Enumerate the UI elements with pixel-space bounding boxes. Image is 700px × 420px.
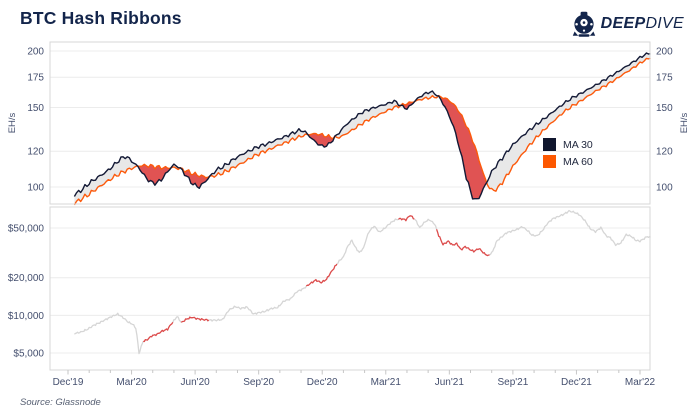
- ma30-line: [73, 52, 651, 200]
- price-line: [413, 218, 438, 230]
- x-axis: Dec'19 Mar'20 Jun'20 Sep'20 Dec'20 Mar'21 Jun'…: [53, 370, 656, 388]
- price-line-signal: [435, 229, 490, 257]
- price-tick-label: $50,000: [8, 223, 45, 234]
- ma30-swatch: [543, 138, 556, 151]
- price-line: [336, 218, 399, 265]
- ma60-line: [73, 57, 651, 206]
- x-tick-label: Sep'20: [243, 377, 274, 388]
- x-tick-label: Mar'20: [116, 377, 147, 388]
- x-tick-label: Dec'19: [53, 377, 84, 388]
- price-line-signal: [398, 215, 415, 222]
- x-tick-label: Dec'20: [307, 377, 338, 388]
- y-tick-label-right: 175: [656, 73, 673, 84]
- source-note: Source: Glassnode: [20, 397, 101, 408]
- deepdive-logo: DEEPDIVE: [572, 11, 684, 37]
- y-tick-label-left: 200: [27, 46, 44, 57]
- y-tick-label-left: 100: [27, 183, 44, 194]
- ribbon-fill-capitulation: [438, 95, 487, 199]
- legend-label: MA 60: [563, 155, 593, 168]
- price-tick-label: $5,000: [13, 348, 44, 359]
- diving-helmet-icon: [572, 11, 595, 37]
- x-tick-label: Mar'22: [625, 377, 656, 388]
- y-tick-label-right: 150: [656, 103, 673, 114]
- ma60-swatch: [543, 155, 556, 168]
- x-tick-label: Dec'21: [561, 377, 592, 388]
- y-tick-label-left: 150: [27, 103, 44, 114]
- plot-border: [49, 206, 651, 371]
- ribbon-fill-expansion: [209, 128, 308, 178]
- legend-label: MA 30: [563, 138, 593, 151]
- legend-item-ma60: MA 60: [543, 155, 593, 168]
- x-tick-label: Jun'21: [435, 377, 465, 388]
- y-tick-label-left: 175: [27, 73, 44, 84]
- legend-item-ma30: MA 30: [543, 138, 593, 151]
- y-axis-label-left: EH/s: [7, 112, 18, 133]
- price-line: [208, 285, 307, 322]
- y-tick-label-left: 120: [27, 147, 44, 158]
- price-line-signal: [305, 263, 338, 287]
- y-tick-label-right: 200: [656, 46, 673, 57]
- y-axis-label-right: EH/s: [679, 112, 690, 133]
- x-tick-label: Jun'20: [181, 377, 211, 388]
- btc-price-chart: $5,000 $10,000 $20,000 $50,000: [8, 206, 651, 371]
- chart-legend: MA 30 MA 60: [543, 138, 593, 168]
- plot-border: [49, 41, 651, 205]
- page-title: BTC Hash Ribbons: [20, 8, 182, 28]
- ribbon-fill-expansion: [334, 100, 401, 139]
- price-line: [172, 316, 182, 323]
- price-tick-label: $10,000: [8, 311, 45, 322]
- x-tick-label: Sep'21: [497, 377, 528, 388]
- ribbon-fill-capitulation: [307, 133, 335, 148]
- price-line-signal: [180, 316, 210, 323]
- ribbon-fill-capitulation: [137, 164, 171, 186]
- price-line-signal: [143, 321, 174, 343]
- x-tick-label: Mar'21: [371, 377, 402, 388]
- y-tick-label-right: 120: [656, 147, 673, 158]
- brand-name: DEEPDIVE: [600, 15, 684, 32]
- hash-ribbons-chart: 100 100 120 120 150 150 175 175 200 200 EH/s EH/s: [7, 41, 690, 206]
- y-tick-label-right: 100: [656, 183, 673, 194]
- price-tick-label: $20,000: [8, 273, 45, 284]
- price-line: [74, 312, 144, 355]
- ribbon-fill-expansion: [414, 91, 439, 102]
- price-line: [489, 209, 651, 256]
